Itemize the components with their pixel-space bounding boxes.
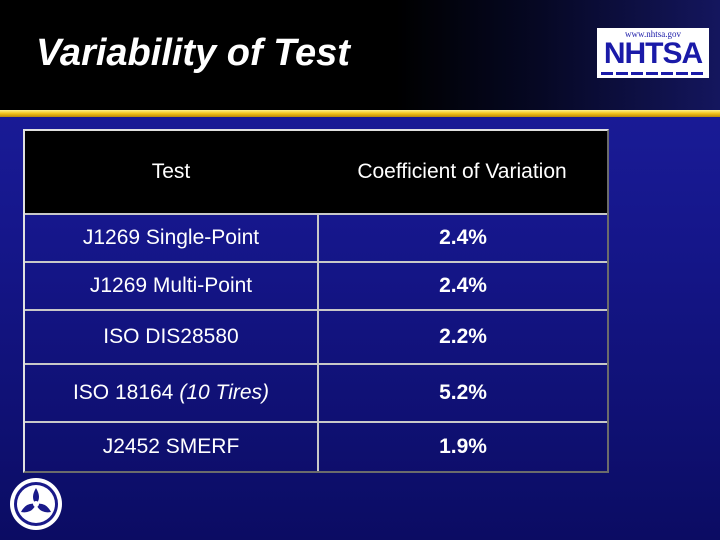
table-row: J1269 Single-Point 2.4% bbox=[25, 213, 607, 261]
variability-table: Test Coefficient of Variation J1269 Sing… bbox=[23, 129, 609, 473]
table-row: J2452 SMERF 1.9% bbox=[25, 421, 607, 471]
cov-cell: 2.4% bbox=[317, 215, 607, 261]
slide-header: Variability of Test www.nhtsa.gov NHTSA bbox=[0, 0, 720, 110]
dot-seal-icon bbox=[8, 476, 64, 532]
test-name: J1269 Single-Point bbox=[82, 226, 260, 249]
header-coefficient: Coefficient of Variation bbox=[357, 160, 567, 183]
accent-bar bbox=[0, 110, 720, 117]
table-row: ISO DIS28580 2.2% bbox=[25, 309, 607, 363]
header-test: Test bbox=[151, 160, 191, 183]
dot-seal-graphic bbox=[10, 478, 62, 530]
test-name: J2452 SMERF bbox=[102, 435, 240, 458]
nhtsa-logo: www.nhtsa.gov NHTSA bbox=[597, 28, 709, 78]
test-name: ISO DIS28580 bbox=[103, 325, 239, 348]
table-row: ISO 18164 (10 Tires) 5.2% bbox=[25, 363, 607, 421]
slide-title: Variability of Test bbox=[36, 32, 350, 74]
test-cell: J2452 SMERF bbox=[25, 423, 317, 471]
test-cell: J1269 Single-Point bbox=[25, 215, 317, 261]
test-cell: ISO 18164 (10 Tires) bbox=[25, 365, 317, 421]
test-name: J1269 Multi-Point bbox=[89, 274, 253, 297]
table-row: J1269 Multi-Point 2.4% bbox=[25, 261, 607, 309]
test-cell: ISO DIS28580 bbox=[25, 311, 317, 363]
cov-cell: 1.9% bbox=[317, 423, 607, 471]
logo-name-text: NHTSA bbox=[603, 37, 703, 70]
table-header-row: Test Coefficient of Variation bbox=[25, 131, 607, 213]
test-cell: J1269 Multi-Point bbox=[25, 263, 317, 309]
cov-cell: 2.2% bbox=[317, 311, 607, 363]
logo-url-text: www.nhtsa.gov bbox=[625, 29, 681, 39]
logo-stripes bbox=[601, 72, 705, 75]
cov-cell: 2.4% bbox=[317, 263, 607, 309]
test-note: (10 Tires) bbox=[179, 381, 270, 404]
test-name: ISO 18164 bbox=[72, 381, 174, 404]
cov-cell: 5.2% bbox=[317, 365, 607, 421]
